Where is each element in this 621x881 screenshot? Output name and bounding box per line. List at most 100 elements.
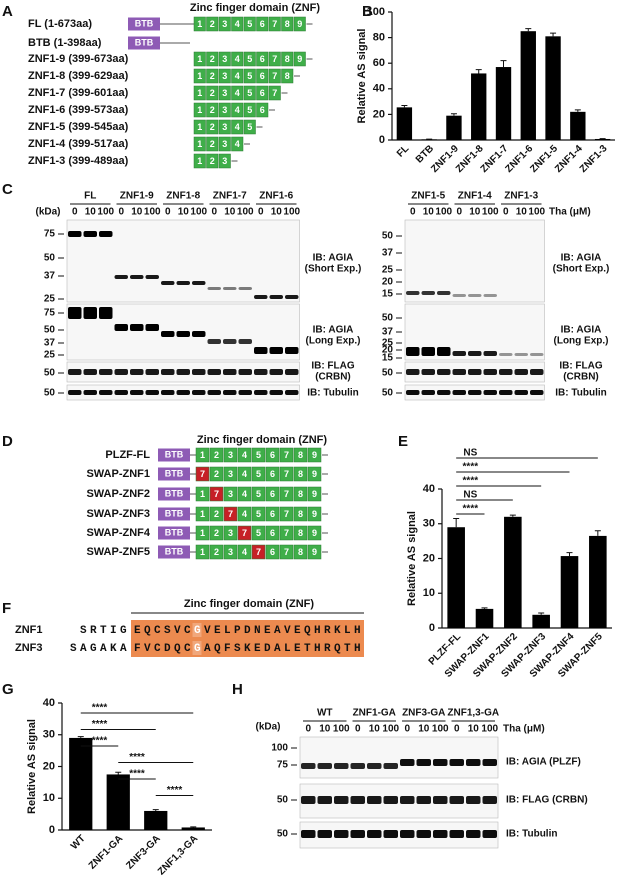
bar [560,556,579,628]
znf-box [265,506,280,522]
znf-number: 1 [197,105,202,115]
band [514,390,528,395]
znf-box [265,447,280,463]
error-bar [77,736,84,738]
band [99,369,113,375]
znf-number: 5 [247,19,252,29]
znf-box [293,51,306,67]
marker-label: 75 [44,308,56,319]
dose: 10 [319,724,331,735]
band [437,291,451,295]
znf-number: 9 [312,528,317,538]
bar [545,36,561,140]
znf-box [256,102,269,118]
dose: 100 [435,207,452,218]
znf-number: 1 [200,450,205,460]
znf-box [218,51,231,67]
znf-number: 8 [298,509,303,519]
znf-number: 2 [210,19,215,29]
domain-header: Zinc finger domain (ZNF) [184,598,314,610]
unit-label: (kDa) [255,722,280,733]
znf-number: 3 [222,105,227,115]
sequence-name: ZNF3 [15,642,43,654]
znf-box [209,486,224,502]
dose: 100 [283,207,300,218]
znf-number: 4 [235,71,240,81]
znf-box [256,68,269,84]
y-tick-label: 20 [423,552,435,564]
znf-box [279,525,294,541]
dose: 0 [503,207,509,218]
band [238,287,252,290]
band [114,275,128,279]
znf-number: 5 [256,509,261,519]
znf-number: 1 [197,88,202,98]
band [238,339,252,344]
band [269,390,283,395]
dose: 0 [211,207,217,218]
znf-number: 7 [284,489,289,499]
dose: 10 [131,207,143,218]
band [83,390,97,395]
znf-box [195,486,210,502]
band [254,347,268,354]
domain-header: Zinc finger domain (ZNF) [197,434,327,446]
blot-label: IB: AGIA [313,325,354,336]
x-tick-label: ZNF1-3 [578,143,610,175]
blot-label: (CRBN) [563,372,599,383]
band [437,347,451,356]
domain-name: BTB [165,546,184,556]
band [130,390,144,395]
significance-label: **** [92,703,108,714]
domain-name: BTB [135,37,154,47]
znf-box [193,85,206,101]
marker-label: 50 [382,313,394,324]
znf-box [243,119,256,135]
band [449,796,464,804]
znf-box [256,16,269,32]
dose: 0 [454,724,460,735]
bar [532,614,550,628]
band [83,369,97,375]
znf-box [206,119,219,135]
band [285,369,299,375]
znf-number: 7 [272,54,277,64]
construct-label: SWAP-ZNF3 [86,508,150,520]
znf-box [268,16,281,32]
marker-label: 25 [44,350,56,361]
znf-number: 6 [260,54,265,64]
band [483,294,497,297]
band [130,369,144,375]
band [437,390,451,395]
construct-label: BTB (1-398aa) [28,37,102,49]
bar [475,608,494,628]
blot-label: (Long Exp.) [306,336,361,347]
y-axis-label: Relative AS signal [356,29,368,124]
band [161,281,175,285]
znf-number: 6 [260,71,265,81]
znf-box [251,544,266,560]
x-tick-label: WT [69,833,88,852]
band [416,759,431,766]
znf-box [293,544,308,560]
znf-box [223,544,238,560]
znf-box [195,525,210,541]
error-bar [566,552,573,557]
znf-box [293,486,308,502]
znf-box [307,506,322,522]
marker-label: 50 [44,253,56,264]
znf-box [256,85,269,101]
znf-number: 4 [235,105,240,115]
znf-box [193,68,206,84]
construct-label: SWAP-ZNF4 [86,527,150,539]
marker-label: 75 [44,229,56,240]
znf-number: 6 [270,547,275,557]
znf-box [307,486,322,502]
band [406,347,420,356]
marker-label: 50 [44,368,56,379]
band [68,369,82,375]
znf-number: 6 [260,105,265,115]
band [145,390,159,395]
treatment-label: Tha (μM) [503,724,545,735]
